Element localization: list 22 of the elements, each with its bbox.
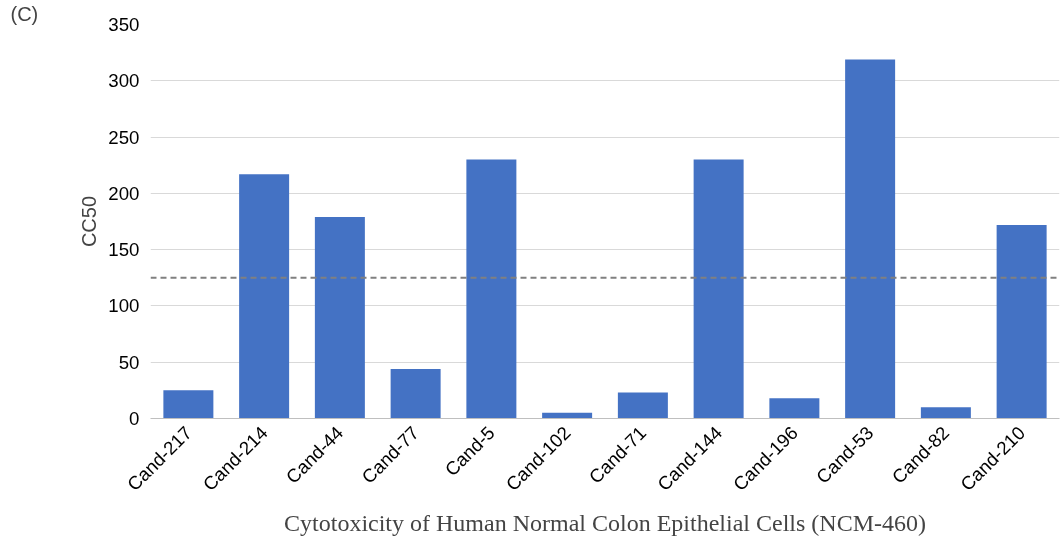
bar <box>845 59 896 419</box>
bar <box>996 224 1047 419</box>
y-tick-label: 150 <box>108 239 140 261</box>
y-tick-label: 200 <box>108 182 140 204</box>
y-tick-label: 0 <box>129 408 140 429</box>
y-tick-label: 300 <box>108 70 140 92</box>
bar <box>390 368 441 419</box>
bar <box>239 174 290 419</box>
bar <box>466 159 517 419</box>
bar <box>163 390 214 419</box>
bar <box>769 398 820 419</box>
bar <box>314 217 365 419</box>
y-tick-label: 350 <box>108 14 140 35</box>
y-tick-label: 100 <box>108 295 140 317</box>
x-axis-title: Cytotoxicity of Human Normal Colon Epithelial Cells (NCM-460) <box>284 510 926 537</box>
bar <box>617 392 668 419</box>
y-tick-label: 250 <box>108 126 140 148</box>
y-tick-label: 50 <box>118 351 140 373</box>
text: (C) <box>10 2 39 25</box>
bar <box>920 407 971 419</box>
bar <box>693 159 744 419</box>
y-axis-title: CC50 <box>78 195 101 248</box>
